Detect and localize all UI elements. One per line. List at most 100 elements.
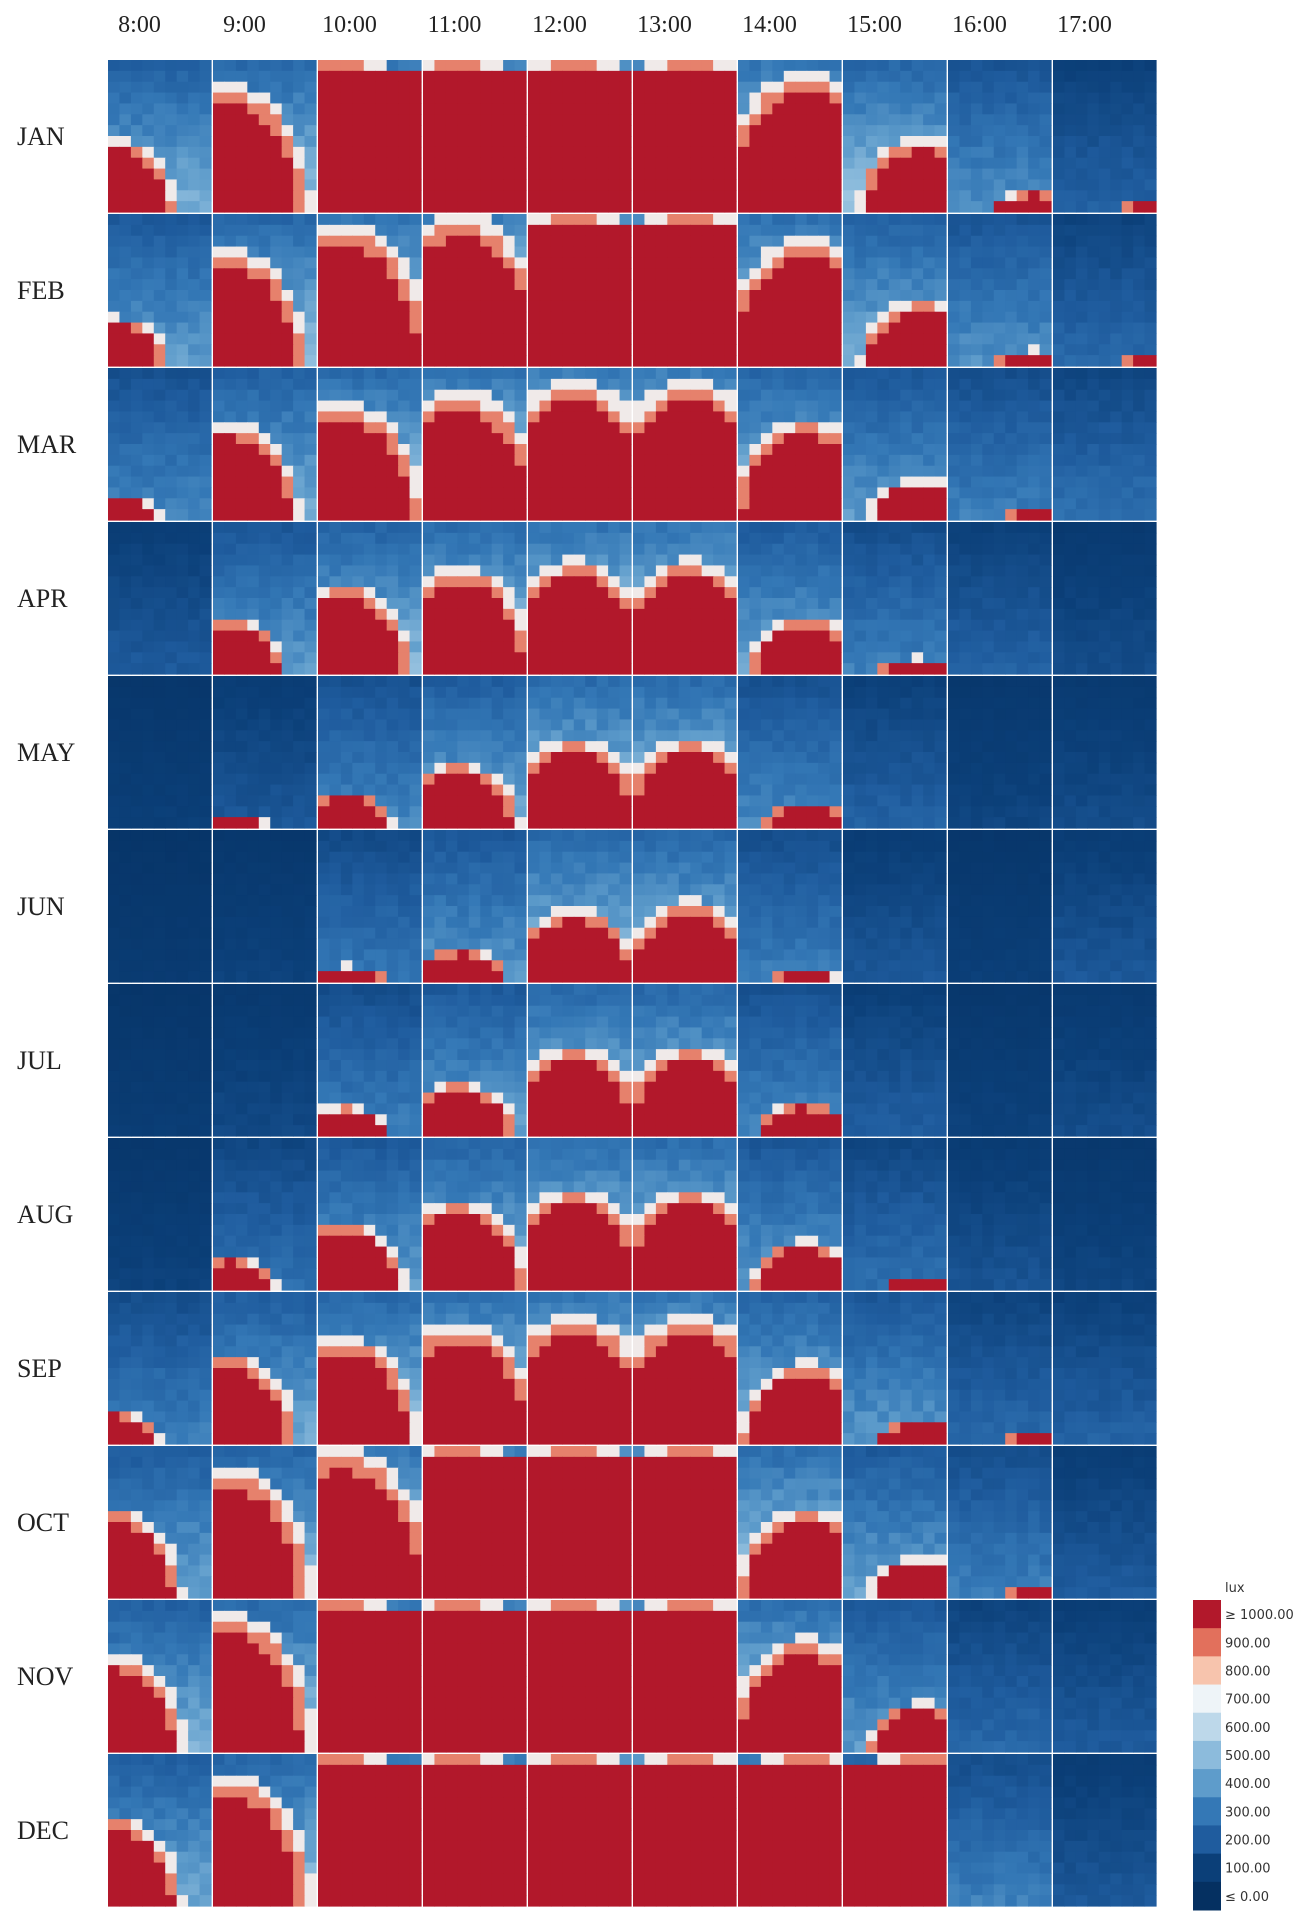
heatmap-cell: [304, 543, 317, 556]
heatmap-cell: [1144, 378, 1157, 391]
heatmap-cell: [1144, 355, 1157, 367]
heatmap-cell: [142, 235, 155, 248]
heatmap-cell: [982, 125, 995, 137]
heatmap-cell: [398, 60, 411, 72]
heatmap-cell: [1053, 522, 1066, 534]
heatmap-cell: [713, 378, 726, 391]
heatmap-cell: [199, 368, 212, 380]
heatmap-cell: [818, 246, 831, 259]
heatmap-cell: [386, 411, 399, 423]
heatmap-cell: [1005, 168, 1018, 181]
heatmap-cell: [503, 355, 516, 367]
heatmap-cell: [644, 444, 657, 456]
heatmap-cell: [514, 168, 527, 181]
heatmap-cell: [514, 246, 527, 259]
heatmap-cell: [188, 311, 201, 324]
heatmap-cell: [434, 619, 447, 632]
heatmap-cell: [667, 598, 680, 610]
heatmap-cell: [130, 532, 143, 545]
heatmap-cell: [199, 619, 212, 632]
heatmap-cell: [224, 522, 237, 534]
heatmap-cell: [468, 652, 481, 664]
heatmap-cell: [329, 103, 342, 115]
heatmap-cell: [293, 214, 306, 226]
heatmap-cell: [633, 543, 646, 556]
heatmap-cell: [865, 279, 878, 291]
heatmap-cell: [573, 103, 586, 115]
heatmap-cell: [1075, 235, 1088, 248]
heatmap-cell: [398, 630, 411, 643]
heatmap-cell: [398, 114, 411, 126]
heatmap-cell: [1133, 300, 1146, 313]
heatmap-cell: [738, 114, 751, 126]
heatmap-cell: [619, 476, 632, 489]
heatmap-cell: [142, 433, 155, 445]
heatmap-cell: [982, 300, 995, 313]
heatmap-cell: [923, 411, 936, 423]
heatmap-cell: [1028, 146, 1041, 159]
heatmap-cell: [434, 608, 447, 621]
heatmap-cell: [1016, 168, 1029, 181]
heatmap-cell: [1133, 400, 1146, 413]
heatmap-cell: [865, 257, 878, 269]
heatmap-cell: [258, 355, 271, 367]
heatmap-cell: [293, 619, 306, 632]
heatmap-cell: [970, 378, 983, 391]
heatmap-cell: [130, 378, 143, 391]
heatmap-cell: [818, 146, 831, 159]
heatmap-cell: [340, 114, 353, 126]
heatmap-cell: [749, 355, 762, 367]
heatmap-cell: [772, 630, 785, 643]
heatmap-cell: [235, 411, 248, 423]
heatmap-cell: [644, 619, 657, 632]
heatmap-cell: [247, 322, 260, 335]
heatmap-cell: [480, 201, 493, 213]
heatmap-cell: [550, 378, 563, 391]
heatmap-cell: [1016, 652, 1029, 664]
heatmap-cell: [491, 509, 504, 521]
heatmap-cell: [760, 522, 773, 534]
heatmap-cell: [608, 157, 621, 170]
heatmap-cell: [213, 389, 226, 402]
heatmap-cell: [165, 92, 178, 105]
heatmap-cell: [398, 565, 411, 577]
heatmap-cell: [619, 378, 632, 391]
heatmap-cell: [199, 389, 212, 402]
heatmap-cell: [1133, 444, 1146, 456]
heatmap-cell: [911, 619, 924, 632]
heatmap-cell: [1005, 389, 1018, 402]
heatmap-cell: [1121, 465, 1134, 478]
heatmap-cell: [738, 355, 751, 367]
heatmap-cell: [340, 652, 353, 664]
heatmap-cell: [340, 279, 353, 291]
heatmap-cell: [713, 92, 726, 105]
heatmap-cell: [130, 268, 143, 280]
heatmap-cell: [573, 389, 586, 402]
heatmap-cell: [843, 411, 856, 423]
heatmap-cell: [1053, 333, 1066, 345]
heatmap-cell: [352, 619, 365, 632]
heatmap-cell: [667, 554, 680, 567]
heatmap-cell: [213, 400, 226, 413]
heatmap-cell: [1064, 378, 1077, 391]
heatmap-cell: [690, 641, 703, 653]
heatmap-cell: [596, 422, 609, 434]
heatmap-cell: [352, 576, 365, 588]
heatmap-cell: [934, 146, 947, 159]
heatmap-cell: [934, 411, 947, 423]
heatmap-cell: [409, 290, 422, 302]
heatmap-cell: [993, 201, 1006, 213]
heatmap-cell: [176, 498, 189, 510]
heatmap-cell: [539, 652, 552, 664]
heatmap-cell: [760, 322, 773, 335]
heatmap-cell: [923, 114, 936, 126]
heatmap-cell: [235, 290, 248, 302]
heatmap-cell: [760, 125, 773, 137]
heatmap-cell: [224, 433, 237, 445]
heatmap-cell: [1039, 608, 1052, 621]
heatmap-cell: [1005, 532, 1018, 545]
heatmap-cell: [865, 400, 878, 413]
heatmap-cell: [596, 92, 609, 105]
heatmap-cell: [795, 322, 808, 335]
heatmap-cell: [888, 344, 901, 356]
